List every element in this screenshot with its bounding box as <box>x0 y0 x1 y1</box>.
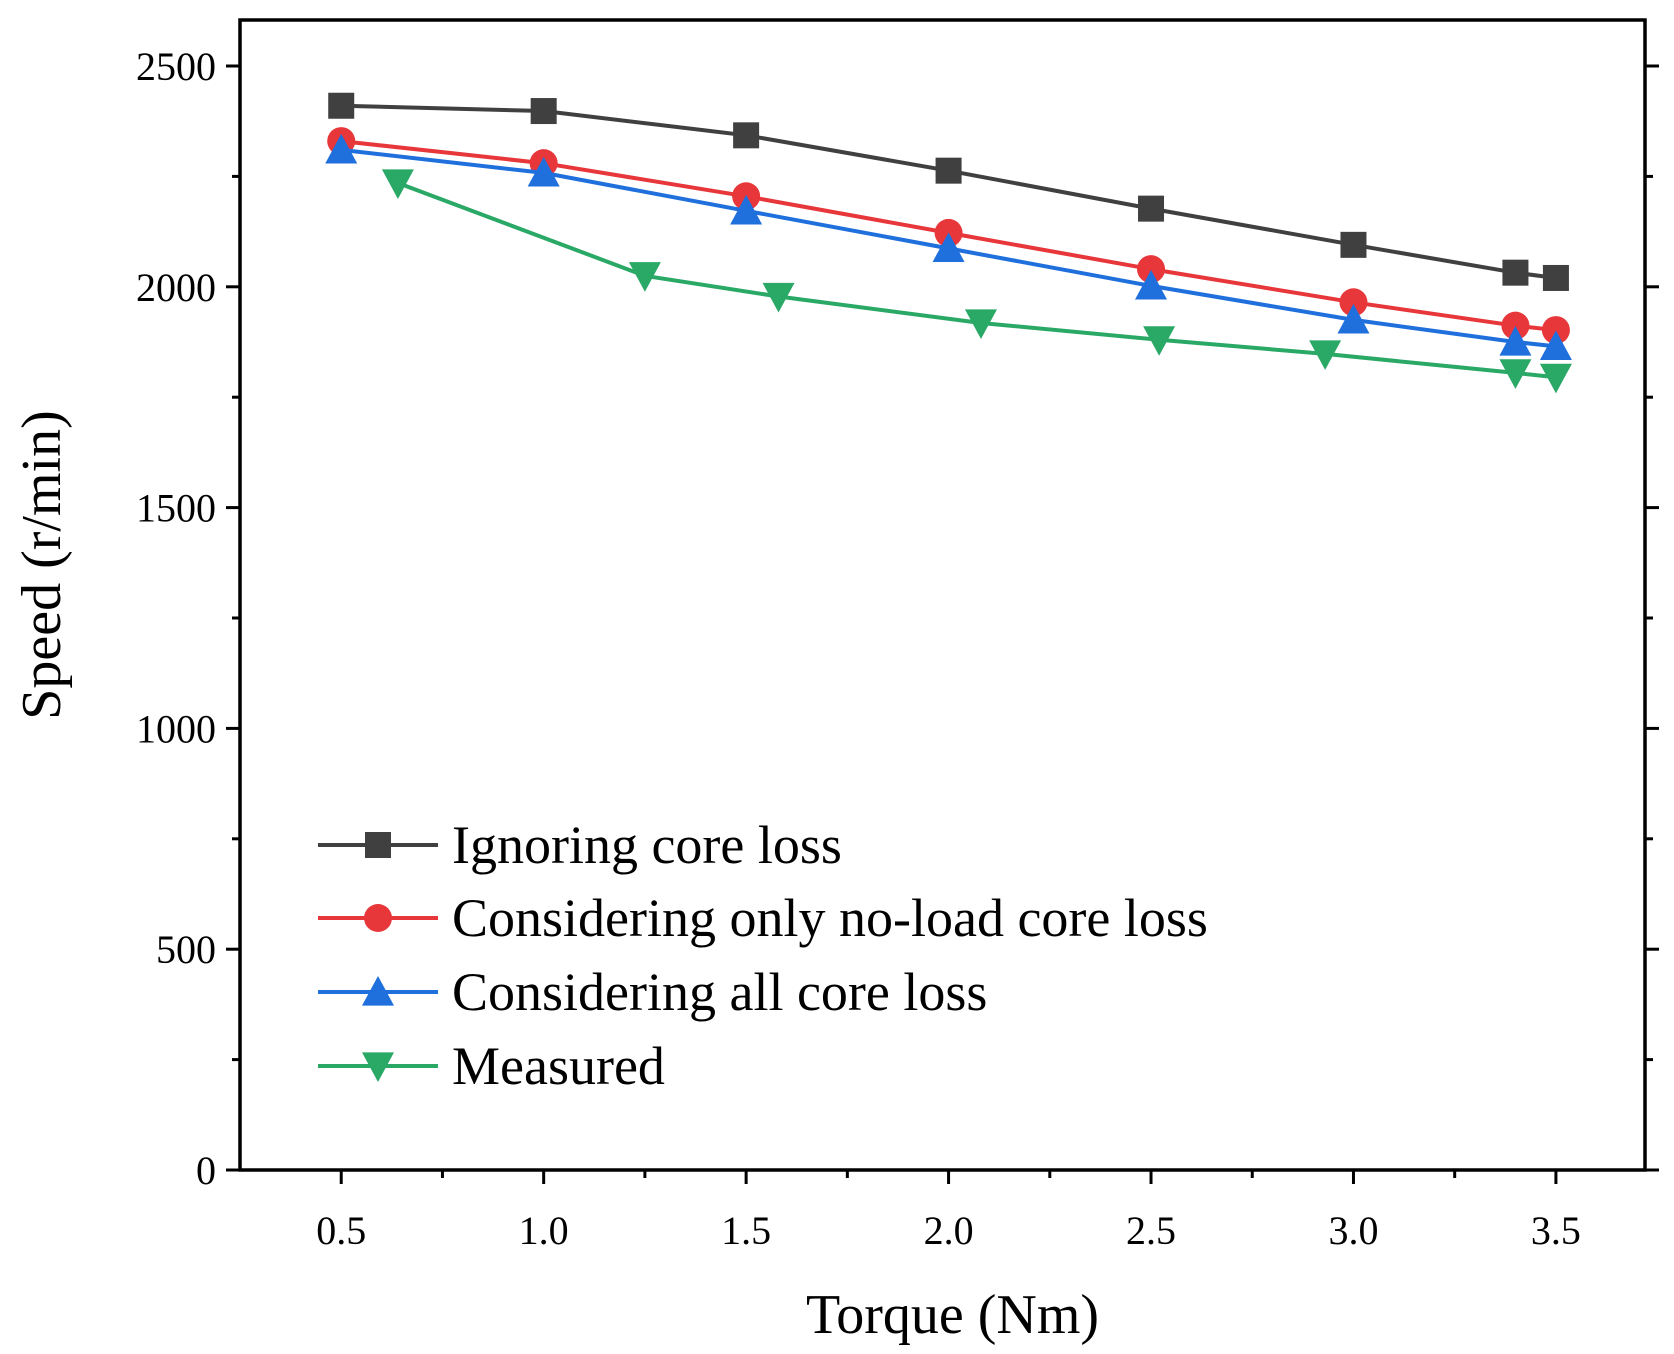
legend-marker <box>365 832 391 858</box>
legend-marker <box>364 904 392 932</box>
series-layer <box>325 92 1572 394</box>
x-axis-title: Torque (Nm) <box>806 1284 1099 1346</box>
series-line <box>397 181 1557 380</box>
data-point <box>1501 311 1530 340</box>
y-tick-label: 1500 <box>136 486 216 531</box>
data-point <box>1138 195 1165 222</box>
data-point <box>730 194 763 225</box>
data-point <box>328 92 355 119</box>
series-line <box>341 103 1557 280</box>
data-point <box>1339 288 1368 317</box>
data-point <box>1340 231 1367 258</box>
data-point <box>733 122 760 149</box>
data-point <box>932 232 965 262</box>
data-point <box>1541 316 1570 345</box>
legend-marker <box>362 1052 394 1082</box>
data-point <box>1337 303 1370 334</box>
data-point <box>1539 363 1572 394</box>
data-point <box>1499 326 1532 356</box>
x-tick-label: 3.0 <box>1328 1208 1378 1253</box>
data-point <box>530 98 557 125</box>
legend-item: Considering all core loss <box>318 962 987 1022</box>
y-tick-label: 0 <box>196 1148 216 1193</box>
x-tick-label: 3.5 <box>1531 1208 1581 1253</box>
legend-label: Considering all core loss <box>452 962 987 1022</box>
data-point <box>1502 259 1529 286</box>
data-point <box>381 169 414 200</box>
legend-label: Considering only no-load core loss <box>452 888 1208 948</box>
data-point <box>1143 326 1176 356</box>
x-tick-label: 1.5 <box>721 1208 771 1253</box>
plot-frame <box>238 18 1647 1172</box>
x-tick-label: 2.0 <box>924 1208 974 1253</box>
x-tick-label: 2.5 <box>1126 1208 1176 1253</box>
legend-item: Considering only no-load core loss <box>318 888 1208 948</box>
y-tick-label: 500 <box>156 927 216 972</box>
y-tick-label: 1000 <box>136 706 216 751</box>
legend-item: Ignoring core loss <box>318 815 842 875</box>
data-point <box>762 282 795 313</box>
data-point <box>935 157 962 184</box>
data-point <box>1137 255 1166 284</box>
data-point <box>1539 330 1572 361</box>
data-point <box>1542 264 1569 291</box>
series-line <box>340 139 1557 333</box>
series-4 <box>381 169 1572 394</box>
data-point <box>628 262 661 292</box>
data-point <box>527 156 560 187</box>
series-3 <box>325 133 1572 361</box>
data-point <box>1309 340 1342 370</box>
data-point <box>964 309 997 340</box>
data-point <box>1499 359 1532 389</box>
x-tick-label: 0.5 <box>316 1208 366 1253</box>
legend-item: Measured <box>318 1036 665 1096</box>
series-line <box>340 147 1557 349</box>
y-axis-title: Speed (r/min) <box>11 410 73 719</box>
legend-label: Measured <box>452 1036 665 1096</box>
legend-marker <box>362 976 394 1006</box>
y-tick-label: 2500 <box>136 44 216 89</box>
data-point <box>325 133 358 164</box>
y-tick-label: 2000 <box>136 265 216 310</box>
ticks-layer: 0.5 1.0 1.5 2.0 2.5 3.0 3.5 0 500 1000 1500 2000 250… <box>136 44 1659 1253</box>
legend-label: Ignoring core loss <box>452 815 842 875</box>
data-point <box>1135 269 1168 300</box>
legend: Ignoring core loss Considering only no-lo… <box>318 815 1208 1096</box>
x-tick-label: 1.0 <box>519 1208 569 1253</box>
series-1 <box>328 92 1569 291</box>
